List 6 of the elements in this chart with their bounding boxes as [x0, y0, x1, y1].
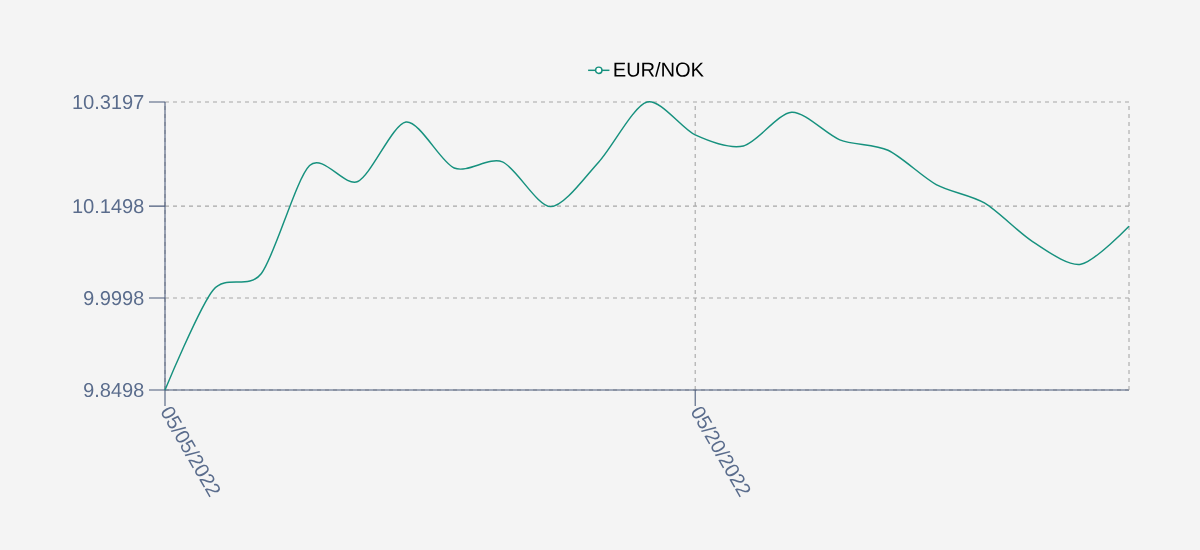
legend-label: EUR/NOK: [614, 62, 704, 77]
y-tick-label: 9.8498: [84, 382, 144, 398]
y-tick-label: 10.3197: [73, 94, 144, 110]
y-tick-label: 9.9998: [84, 290, 144, 306]
y-tick-label: 10.1498: [73, 199, 144, 214]
line-series: [164, 101, 1130, 391]
